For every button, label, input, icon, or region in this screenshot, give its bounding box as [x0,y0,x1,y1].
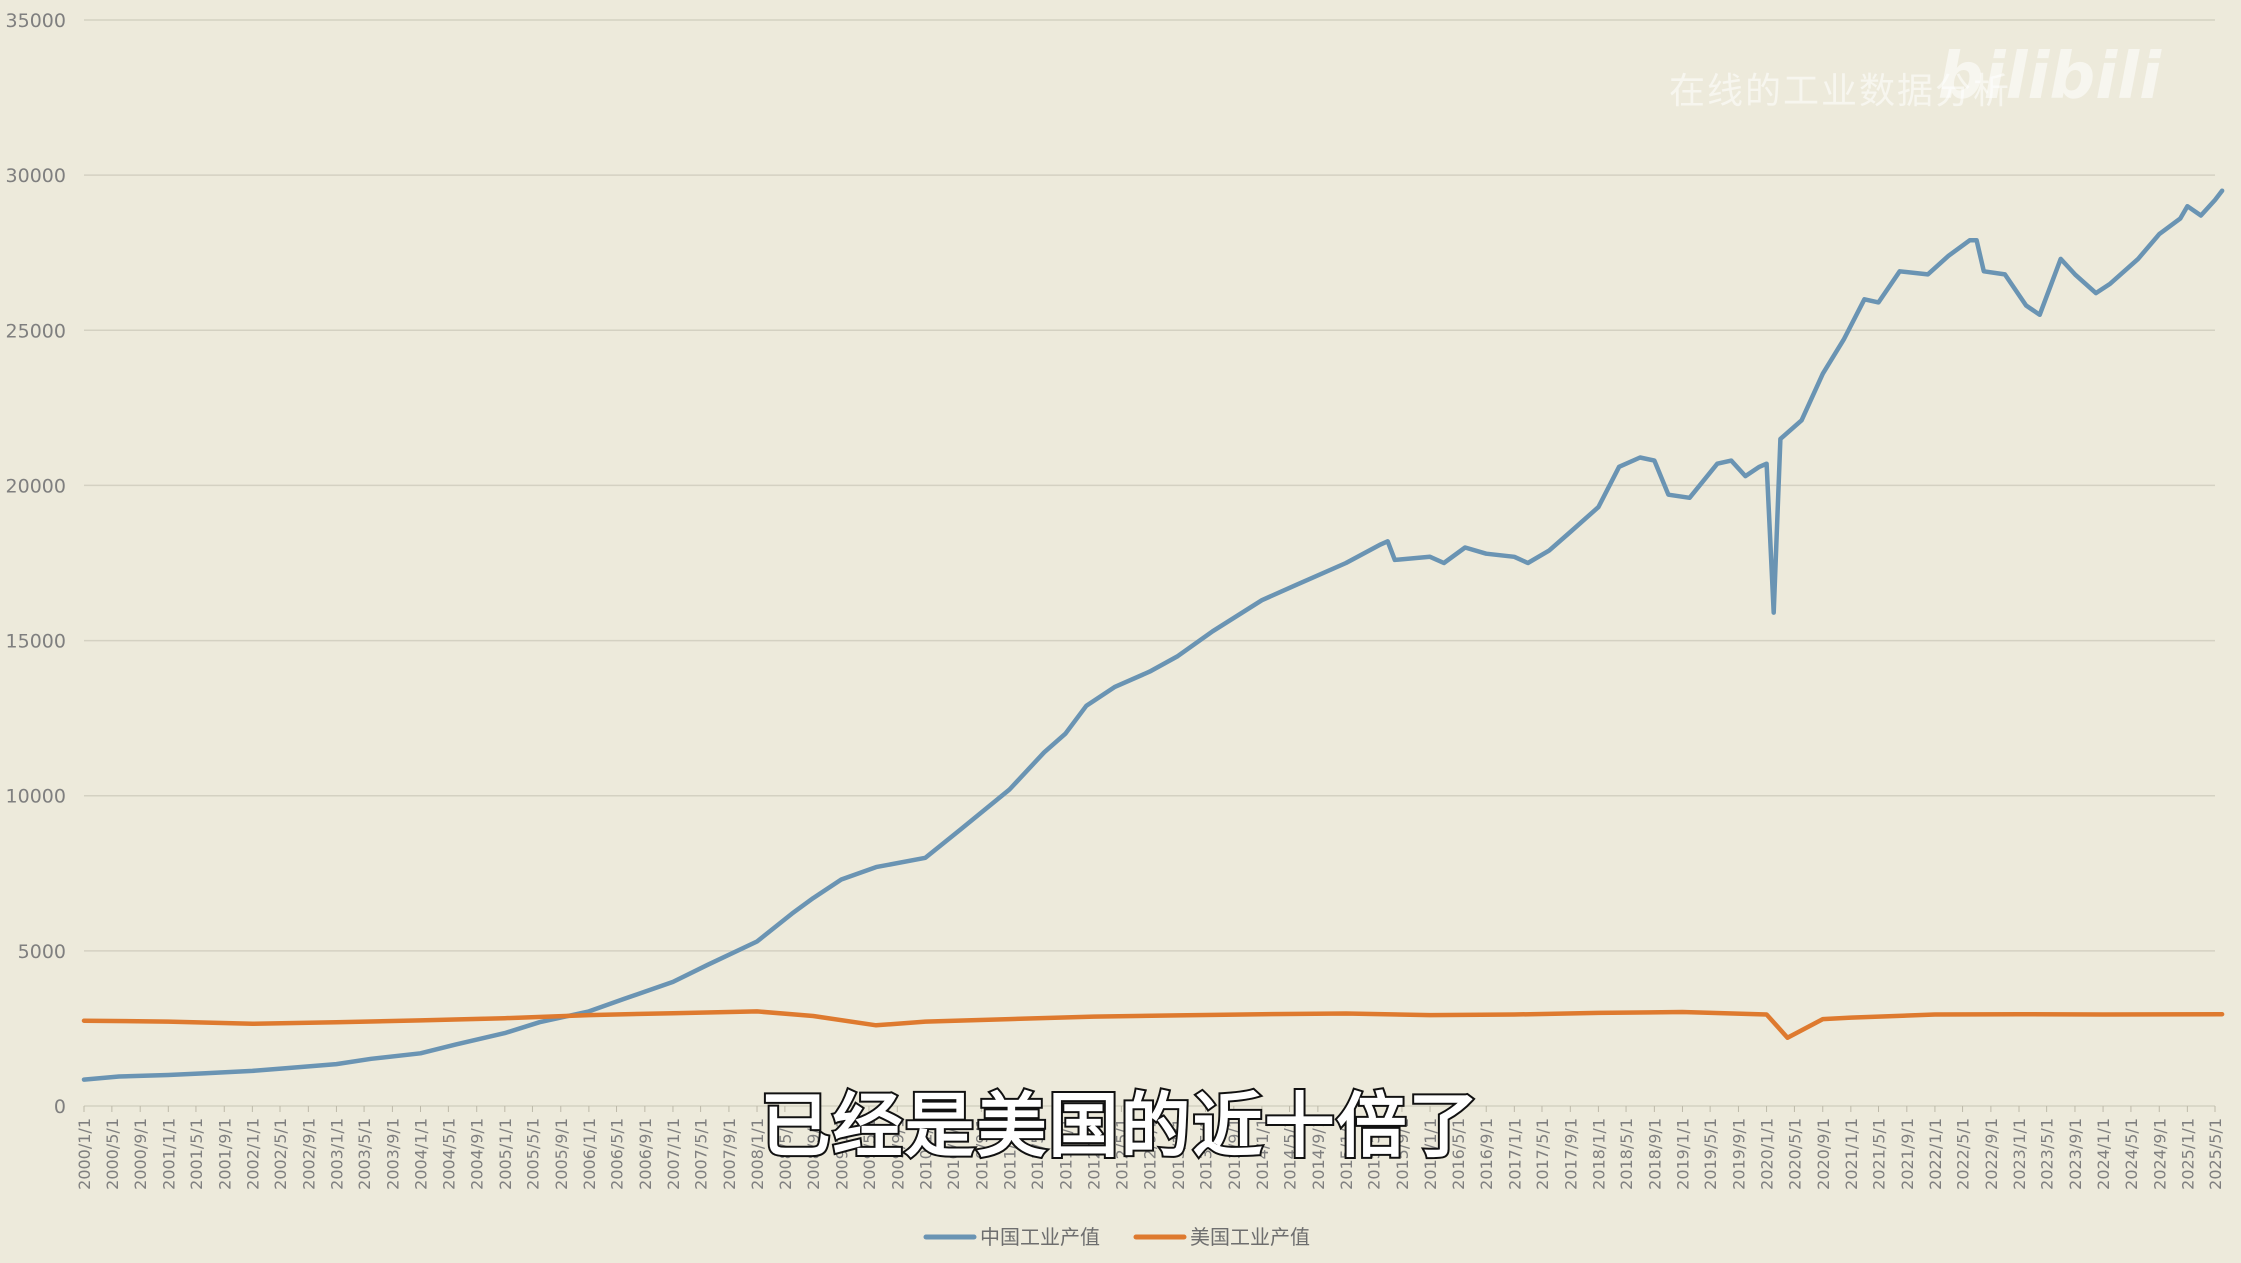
x-tick-label: 2014/1/1 [1253,1118,1272,1190]
x-tick-label: 2006/1/1 [580,1118,599,1190]
x-tick-label: 2009/1/1 [832,1118,851,1190]
y-tick-label: 0 [54,1096,66,1118]
x-tick-label: 2016/9/1 [1477,1118,1496,1190]
x-tick-label: 2005/5/1 [523,1118,542,1190]
x-tick-label: 2007/9/1 [720,1118,739,1190]
x-tick-label: 2004/5/1 [439,1118,458,1190]
x-tick-label: 2011/5/1 [1028,1118,1047,1190]
x-tick-label: 2007/5/1 [692,1118,711,1190]
x-tick-label: 2003/1/1 [327,1118,346,1190]
y-tick-label: 5000 [18,941,66,963]
x-tick-label: 2012/1/1 [1085,1118,1104,1190]
x-tick-label: 2012/5/1 [1112,1118,1131,1190]
x-tick-label: 2017/9/1 [1561,1118,1580,1190]
x-tick-label: 2010/5/1 [944,1118,963,1190]
x-tick-label: 2022/9/1 [1982,1118,2001,1190]
x-tick-label: 2010/9/1 [972,1118,991,1190]
x-tick-label: 2000/9/1 [131,1118,150,1190]
x-tick-label: 2003/9/1 [383,1118,402,1190]
x-tick-label: 2006/5/1 [608,1118,627,1190]
x-tick-label: 2014/5/1 [1281,1118,1300,1190]
x-tick-label: 2024/1/1 [2094,1118,2113,1190]
x-tick-label: 2000/1/1 [75,1118,94,1190]
legend-label: 美国工业产值 [1190,1225,1310,1249]
series-line-china [81,188,2225,1082]
x-tick-label: 2001/1/1 [159,1118,178,1190]
x-tick-label: 2002/5/1 [271,1118,290,1190]
x-tick-label: 2003/5/1 [355,1118,374,1190]
x-tick-label: 2015/5/1 [1365,1118,1384,1190]
x-tick-label: 2000/5/1 [103,1118,122,1190]
y-tick-label: 10000 [6,786,66,808]
y-tick-label: 15000 [6,631,66,653]
x-tick-label: 2022/5/1 [1954,1118,1973,1190]
series-line-usa [81,1009,2225,1040]
x-tick-label: 2009/9/1 [888,1118,907,1190]
video-subtitle: 已经是美国的近十倍了 [759,1083,1481,1169]
x-tick-label: 2009/5/1 [860,1118,879,1190]
x-tick-label: 2002/1/1 [243,1118,262,1190]
x-tick-label: 2017/1/1 [1505,1118,1524,1190]
x-tick-label: 2025/1/1 [2178,1118,2197,1190]
y-tick-label: 30000 [6,165,66,187]
x-tick-label: 2011/9/1 [1056,1118,1075,1190]
bilibili-logo: bilibili [1937,40,2161,114]
x-tick-label: 2006/9/1 [636,1118,655,1190]
x-tick-label: 2008/5/1 [776,1118,795,1190]
x-tick-label: 2007/1/1 [664,1118,683,1190]
x-tick-label: 2015/1/1 [1337,1118,1356,1190]
x-tick-label: 2010/1/1 [916,1118,935,1190]
x-tick-label: 2020/9/1 [1814,1118,1833,1190]
x-tick-label: 2018/9/1 [1645,1118,1664,1190]
x-tick-label: 2023/1/1 [2010,1118,2029,1190]
x-tick-label: 2001/9/1 [215,1118,234,1190]
x-tick-label: 2019/1/1 [1673,1118,1692,1190]
x-tick-label: 2016/5/1 [1449,1118,1468,1190]
x-tick-label: 2005/1/1 [496,1118,515,1190]
x-tick-label: 2001/5/1 [187,1118,206,1190]
x-tick-label: 2014/9/1 [1309,1118,1328,1190]
x-tick-label: 2017/5/1 [1533,1118,1552,1190]
x-tick-label: 2004/9/1 [468,1118,487,1190]
x-tick-label: 2012/9/1 [1141,1118,1160,1190]
x-tick-label: 2023/5/1 [2038,1118,2057,1190]
x-tick-label: 2020/5/1 [1785,1118,1804,1190]
x-tick-label: 2016/1/1 [1421,1118,1440,1190]
x-tick-label: 2021/9/1 [1898,1118,1917,1190]
x-tick-label: 2013/9/1 [1225,1118,1244,1190]
x-tick-label: 2013/5/1 [1196,1118,1215,1190]
x-tick-label: 2015/9/1 [1393,1118,1412,1190]
legend-label: 中国工业产值 [980,1225,1100,1249]
x-tick-label: 2013/1/1 [1169,1118,1188,1190]
y-tick-label: 25000 [6,320,66,342]
x-tick-label: 2019/5/1 [1701,1118,1720,1190]
x-tick-label: 2020/1/1 [1758,1118,1777,1190]
y-tick-label: 20000 [6,475,66,497]
x-tick-label: 2008/1/1 [748,1118,767,1190]
x-tick-label: 2025/5/1 [2206,1118,2225,1190]
x-tick-label: 2002/9/1 [299,1118,318,1190]
x-tick-label: 2011/1/1 [1000,1118,1019,1190]
x-tick-label: 2022/1/1 [1926,1118,1945,1190]
y-tick-label: 35000 [6,10,66,32]
x-tick-label: 2008/9/1 [804,1118,823,1190]
x-tick-label: 2023/9/1 [2066,1118,2085,1190]
x-tick-label: 2021/1/1 [1842,1118,1861,1190]
x-tick-label: 2005/9/1 [552,1118,571,1190]
x-tick-label: 2024/9/1 [2150,1118,2169,1190]
watermark-text: 在线的工业数据分析 [1668,71,2011,112]
x-tick-label: 2021/5/1 [1869,1118,1888,1190]
x-tick-label: 2024/5/1 [2122,1118,2141,1190]
x-tick-label: 2018/5/1 [1617,1118,1636,1190]
x-tick-label: 2004/1/1 [412,1118,431,1190]
x-tick-label: 2019/9/1 [1729,1118,1748,1190]
x-tick-label: 2018/1/1 [1589,1118,1608,1190]
